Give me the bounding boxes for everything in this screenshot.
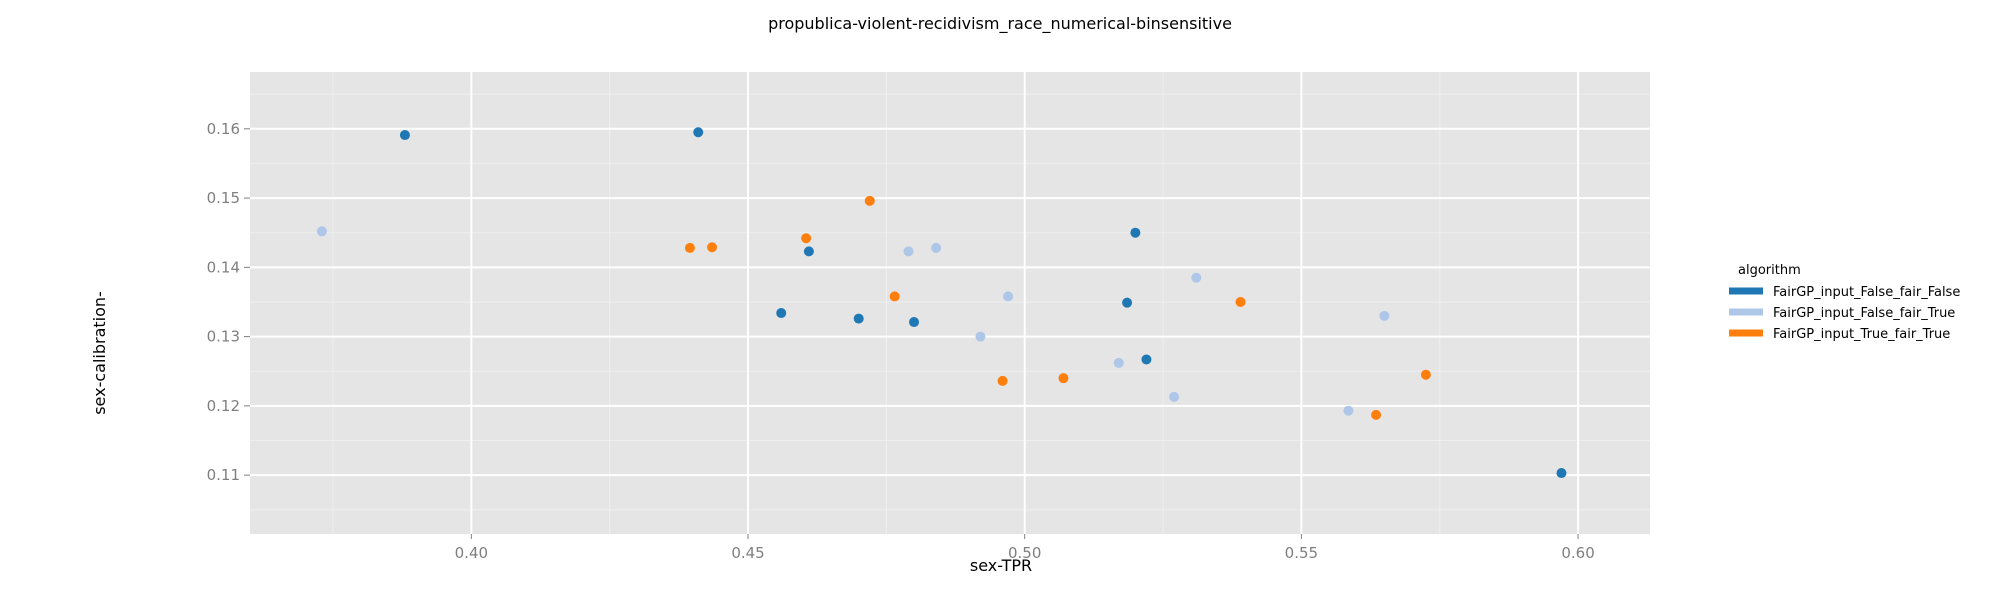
data-point xyxy=(889,291,900,302)
data-point xyxy=(1141,354,1152,365)
legend-label: FairGP_input_False_fair_False xyxy=(1773,285,1960,300)
data-point xyxy=(1191,272,1202,283)
data-point xyxy=(1058,373,1069,384)
data-point xyxy=(1169,391,1180,402)
y-tick-label: 0.11 xyxy=(207,466,240,484)
minor-gridlines xyxy=(250,72,1650,534)
legend-label: FairGP_input_True_fair_True xyxy=(1773,327,1950,342)
legend-swatch xyxy=(1729,308,1763,316)
data-point xyxy=(909,317,920,328)
data-point xyxy=(1556,468,1567,479)
legend: algorithm FairGP_input_False_fair_FalseF… xyxy=(1729,263,1960,342)
x-tick-label: 0.45 xyxy=(731,544,764,562)
data-point xyxy=(903,246,914,257)
data-point xyxy=(1420,369,1431,380)
legend-swatch xyxy=(1729,287,1763,295)
data-point xyxy=(864,195,875,206)
y-tick-label: 0.14 xyxy=(207,258,240,276)
x-axis-ticks: 0.40 0.45 0.50 0.55 0.60 xyxy=(455,534,1595,562)
data-point xyxy=(1379,310,1390,321)
y-tick-label: 0.16 xyxy=(207,120,240,138)
data-point xyxy=(975,331,986,342)
data-point xyxy=(693,127,704,138)
data-point xyxy=(1130,227,1141,238)
data-point xyxy=(316,226,327,237)
data-point xyxy=(1003,291,1014,302)
y-tick-label: 0.12 xyxy=(207,397,240,415)
legend-title: algorithm xyxy=(1738,263,1801,278)
y-axis-ticks: 0.11 0.12 0.13 0.14 0.15 0.16 xyxy=(207,120,250,484)
data-point xyxy=(1235,296,1246,307)
data-point xyxy=(803,246,814,257)
data-point xyxy=(1343,405,1354,416)
data-point xyxy=(707,242,718,253)
data-point xyxy=(931,242,942,253)
data-point xyxy=(684,242,695,253)
plot-area xyxy=(250,72,1650,534)
legend-label: FairGP_input_False_fair_True xyxy=(1773,306,1955,321)
x-tick-label: 0.50 xyxy=(1008,544,1041,562)
chart-title: propublica-violent-recidivism_race_numer… xyxy=(768,14,1232,34)
major-gridlines xyxy=(250,72,1650,534)
data-point xyxy=(1371,409,1382,420)
y-tick-label: 0.13 xyxy=(207,328,240,346)
data-point xyxy=(1122,297,1133,308)
y-tick-label: 0.15 xyxy=(207,189,240,207)
data-point xyxy=(853,313,864,324)
data-point xyxy=(1113,357,1124,368)
legend-swatch xyxy=(1729,329,1763,337)
y-axis-title: sex-calibration- xyxy=(90,291,109,415)
legend-items: FairGP_input_False_fair_False FairGP_inpu… xyxy=(1729,285,1960,342)
x-tick-label: 0.55 xyxy=(1285,544,1318,562)
x-axis-title: sex-TPR xyxy=(970,556,1032,575)
data-points xyxy=(316,127,1567,479)
data-point xyxy=(801,233,812,244)
data-point xyxy=(399,130,410,141)
data-point xyxy=(776,308,787,319)
x-tick-label: 0.40 xyxy=(455,544,488,562)
data-point xyxy=(997,375,1008,386)
x-tick-label: 0.60 xyxy=(1561,544,1594,562)
